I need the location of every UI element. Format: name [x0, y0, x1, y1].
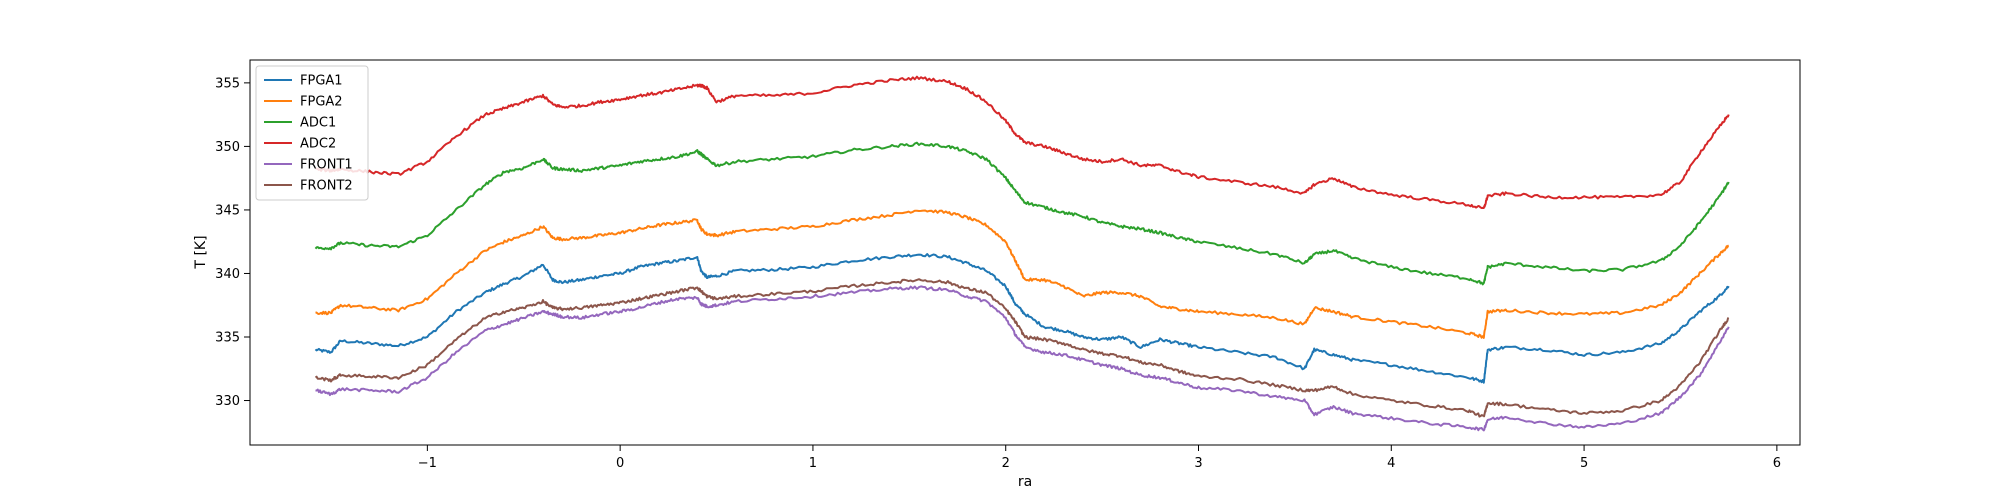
series-line-front1	[315, 285, 1730, 432]
axes-frame	[249, 59, 1801, 446]
x-tick-label: 3	[1194, 456, 1202, 471]
x-tick-label: 0	[616, 456, 624, 471]
series-line-adc1	[314, 141, 1730, 286]
x-tick-label: 1	[809, 456, 817, 471]
series-line-adc2	[315, 75, 1730, 209]
legend-label-fpga1: FPGA1	[300, 74, 343, 89]
legend-label-front1: FRONT1	[300, 158, 353, 173]
x-tick-label: 6	[1773, 456, 1781, 471]
series-layer	[314, 75, 1730, 432]
axes-background	[250, 60, 1800, 445]
series-line-fpga2	[315, 209, 1730, 339]
x-axis-label: ra	[1018, 474, 1032, 490]
y-axis-ticks: 330 335 340 345 350 355	[215, 76, 250, 409]
series-line-fpga1	[314, 253, 1730, 384]
y-tick-label: 335	[215, 330, 240, 345]
y-tick-label: 345	[215, 203, 240, 218]
x-tick-label: 4	[1387, 456, 1395, 471]
y-axis-label: T [K]	[193, 235, 209, 269]
y-tick-label: 330	[215, 394, 240, 409]
x-tick-label: −1	[418, 456, 437, 471]
legend-label-adc1: ADC1	[300, 116, 336, 131]
legend-label-adc2: ADC2	[300, 137, 336, 152]
y-tick-label: 340	[215, 267, 240, 282]
x-tick-label: 2	[1002, 456, 1010, 471]
x-tick-label: 5	[1580, 456, 1588, 471]
series-line-front2	[314, 278, 1730, 418]
legend-frame	[255, 65, 369, 201]
y-tick-label: 350	[215, 140, 240, 155]
plot-area	[249, 59, 1801, 446]
legend-label-fpga2: FPGA2	[300, 95, 343, 110]
legend: FPGA1 FPGA2 ADC1 ADC2 FRONT1 FRONT2	[255, 65, 369, 201]
x-axis-ticks: −1 0 1 2 3 4 5 6	[418, 445, 1781, 471]
legend-label-front2: FRONT2	[300, 179, 353, 194]
y-tick-label: 355	[215, 76, 240, 91]
